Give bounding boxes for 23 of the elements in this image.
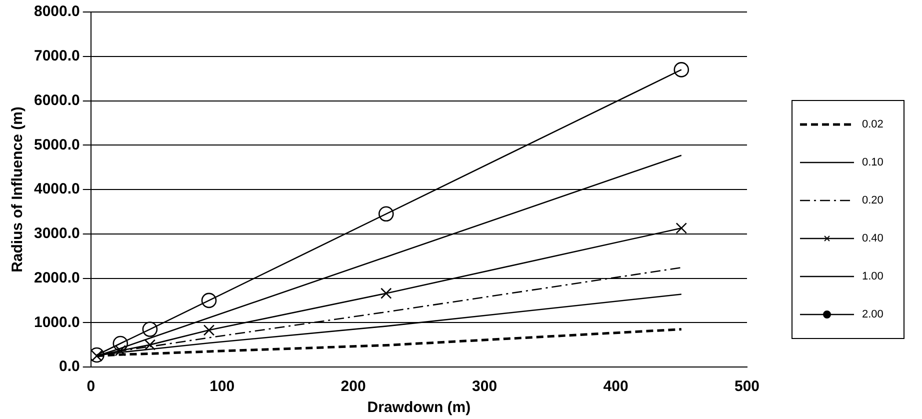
legend-label: 0.20 bbox=[862, 194, 884, 207]
y-tick-label: 3000.0 bbox=[34, 225, 80, 242]
x-tick-label: 100 bbox=[210, 378, 235, 396]
legend-label: 1.00 bbox=[862, 270, 884, 283]
x-axis-title: Drawdown (m) bbox=[367, 399, 471, 416]
legend-label: 2.00 bbox=[862, 308, 884, 321]
y-axis-title: Radius of Influence (m) bbox=[9, 106, 26, 272]
legend-label: 0.10 bbox=[862, 156, 884, 169]
x-tick-label: 400 bbox=[603, 378, 628, 396]
y-tick-label: 8000.0 bbox=[34, 3, 80, 20]
y-tick-label: 5000.0 bbox=[34, 136, 80, 154]
legend-label: 0.40 bbox=[862, 232, 884, 245]
x-tick-label: 0 bbox=[86, 378, 96, 396]
x-tick-label: 300 bbox=[472, 378, 498, 396]
x-tick-label: 200 bbox=[340, 378, 366, 396]
legend-label: 0.02 bbox=[862, 118, 884, 131]
y-tick-label: 1000.0 bbox=[34, 314, 80, 331]
y-tick-label: 2000.0 bbox=[34, 269, 80, 286]
y-tick-label: 6000.0 bbox=[34, 92, 80, 109]
y-tick-label: 7000.0 bbox=[34, 48, 80, 65]
x-tick-label: 500 bbox=[734, 378, 760, 396]
y-tick-label: 4000.0 bbox=[34, 180, 80, 198]
y-tick-label: 0.0 bbox=[59, 358, 80, 376]
